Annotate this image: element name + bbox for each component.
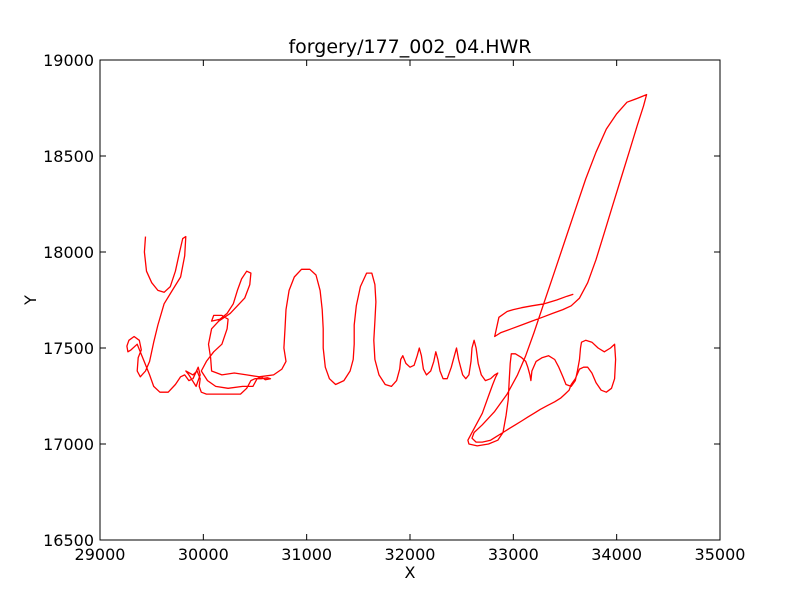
- y-tick-label: 18500: [43, 147, 94, 166]
- trace-group: [126, 93, 648, 447]
- x-tick-label: 32000: [385, 545, 436, 564]
- y-tick-label: 17000: [43, 435, 94, 454]
- x-tick-label: 35000: [695, 545, 746, 564]
- x-tick-label: 31000: [281, 545, 332, 564]
- x-tick-label: 33000: [488, 545, 539, 564]
- y-axis-label: Y: [21, 295, 40, 306]
- x-tick-label: 29000: [75, 545, 126, 564]
- y-tick-label: 16500: [43, 531, 94, 550]
- y-axis-ticks: 16500 17000 17500 18000 18500 19000: [43, 51, 720, 550]
- trace-line-0: [126, 93, 648, 447]
- y-tick-label: 19000: [43, 51, 94, 70]
- y-tick-label: 18000: [43, 243, 94, 262]
- chart-title: forgery/177_002_04.HWR: [288, 36, 531, 58]
- x-axis-ticks: 29000 30000 31000 32000 33000 34000 35000: [75, 60, 746, 564]
- x-axis-label: X: [405, 563, 416, 582]
- x-tick-label: 34000: [591, 545, 642, 564]
- y-tick-label: 17500: [43, 339, 94, 358]
- x-tick-label: 30000: [178, 545, 229, 564]
